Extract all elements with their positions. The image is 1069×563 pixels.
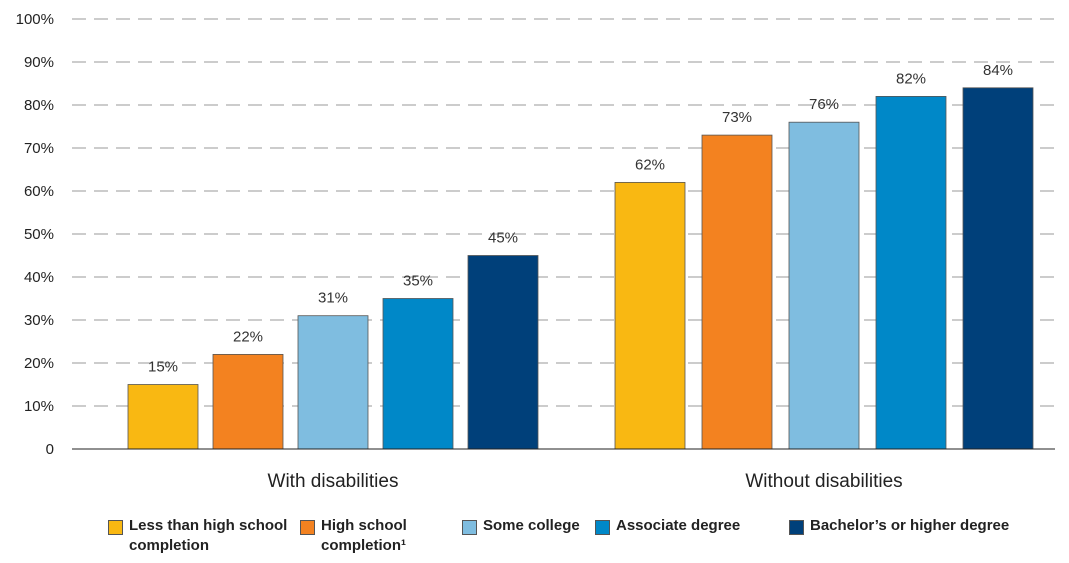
data-label: 35%	[403, 273, 433, 290]
bar	[212, 353, 284, 450]
legend-swatch	[108, 520, 123, 535]
y-tick-label: 50%	[24, 226, 54, 243]
data-label: 31%	[318, 290, 348, 307]
x-axis-category-labels: With disabilities Without disabilities	[268, 471, 903, 492]
y-tick-label: 60%	[24, 183, 54, 200]
y-tick-label: 30%	[24, 312, 54, 329]
legend-label: Some college	[483, 517, 580, 534]
y-tick-label: 80%	[24, 97, 54, 114]
bar	[382, 298, 454, 450]
y-tick-label: 90%	[24, 54, 54, 71]
legend-item: Bachelor’s or higher degree	[789, 516, 1009, 536]
y-tick-label: 0	[46, 441, 54, 458]
data-labels: 15% 22% 31% 35% 45% 62% 73% 76% 82% 84%	[148, 62, 1013, 376]
bar	[962, 87, 1034, 450]
bar	[467, 255, 539, 450]
legend-label: Bachelor’s or higher degree	[810, 517, 1010, 534]
y-tick-label: 20%	[24, 355, 54, 372]
legend-swatch	[462, 520, 477, 535]
bar	[701, 134, 773, 450]
legend-item: Associate degree	[595, 516, 740, 536]
legend-swatch	[789, 520, 804, 535]
y-tick-label: 70%	[24, 140, 54, 157]
y-tick-label: 40%	[24, 269, 54, 286]
y-tick-label: 100%	[16, 11, 54, 28]
legend-item: Less than high school completion	[108, 516, 299, 556]
data-label: 73%	[722, 109, 752, 126]
data-label: 15%	[148, 359, 178, 376]
bar	[875, 96, 947, 450]
legend: Less than high school completion High sch…	[0, 510, 1069, 563]
legend-swatch	[595, 520, 610, 535]
bars	[127, 87, 1034, 450]
bar	[788, 121, 860, 450]
legend-label: High school completion¹	[321, 517, 407, 554]
data-label: 82%	[896, 70, 926, 87]
y-axis-ticks: 0 10% 20% 30% 40% 50% 60% 70% 80% 90% 100%	[16, 11, 54, 458]
legend-item: High school completion¹	[300, 516, 451, 556]
data-label: 45%	[488, 230, 518, 247]
legend-label: Less than high school completion	[129, 517, 288, 554]
bar	[297, 315, 369, 450]
x-category-label: With disabilities	[268, 471, 399, 492]
legend-swatch	[300, 520, 315, 535]
x-category-label: Without disabilities	[745, 471, 902, 492]
data-label: 62%	[635, 156, 665, 173]
legend-label: Associate degree	[616, 517, 741, 534]
y-tick-label: 10%	[24, 398, 54, 415]
bar-chart: 0 10% 20% 30% 40% 50% 60% 70% 80% 90% 100% 15% 22% 3…	[16, 11, 1055, 492]
data-label: 84%	[983, 62, 1013, 79]
bar	[614, 181, 686, 450]
data-label: 22%	[233, 328, 263, 345]
bar	[127, 384, 199, 450]
legend-item: Some college	[462, 516, 580, 536]
data-label: 76%	[809, 96, 839, 113]
